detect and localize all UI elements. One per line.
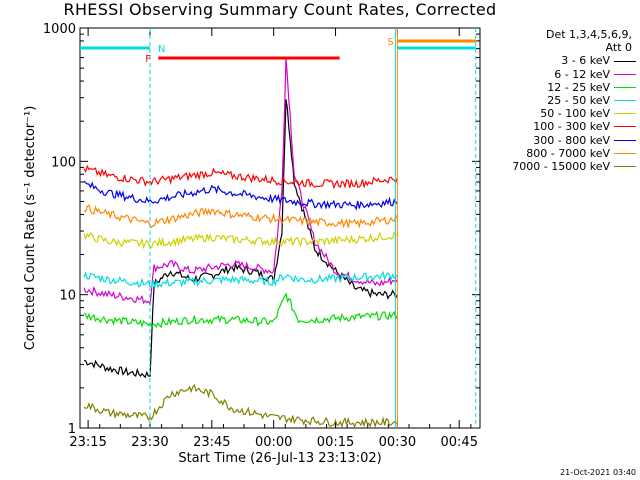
- x-tick-label-3: 00:00: [255, 435, 292, 450]
- legend-swatch-0: [614, 60, 636, 62]
- y-tick-label-2: 100: [51, 155, 76, 170]
- y-axis-label: Corrected Count Rate (s⁻¹ detector⁻¹): [23, 106, 38, 351]
- annotation-n: N: [158, 44, 165, 55]
- legend-swatch-4: [614, 113, 636, 115]
- legend-attenuator: Att 0: [605, 41, 632, 55]
- generated-timestamp: 21-Oct-2021 03:40: [560, 468, 636, 477]
- x-tick-label-5: 00:30: [379, 435, 416, 450]
- legend-label-8: 7000 - 15000 keV: [512, 159, 610, 173]
- series-line-6: [83, 180, 398, 211]
- legend-swatch-6: [614, 139, 636, 141]
- legend-label-2: 12 - 25 keV: [547, 80, 610, 94]
- plot-frame: [79, 27, 481, 429]
- legend-label-6: 300 - 800 keV: [533, 133, 610, 147]
- legend-entry-4: 50 - 100 keV: [480, 107, 636, 120]
- legend-detectors: Det 1,3,4,5,6,9,: [545, 28, 632, 41]
- series-line-2: [83, 292, 398, 329]
- legend-swatch-3: [614, 100, 636, 102]
- annotation-f: F: [145, 54, 151, 65]
- legend-label-3: 25 - 50 keV: [547, 93, 610, 107]
- y-tick-label-0: 1: [68, 422, 76, 437]
- x-tick-label-0: 23:15: [69, 435, 106, 450]
- chart-title: RHESSI Observing Summary Count Rates, Co…: [63, 0, 497, 19]
- series-line-8: [83, 383, 398, 429]
- series-line-4: [83, 231, 398, 250]
- legend-label-0: 3 - 6 keV: [561, 54, 610, 68]
- legend-swatch-2: [614, 86, 636, 88]
- legend-swatch-7: [614, 152, 636, 154]
- legend-label-4: 50 - 100 keV: [540, 107, 610, 121]
- x-tick-label-1: 23:30: [131, 435, 168, 450]
- y-tick-label-1: 10: [59, 289, 76, 304]
- legend: Det 1,3,4,5,6,9, Att 0 3 - 6 keV 6 - 12 k…: [480, 28, 636, 173]
- legend-entry-7: 800 - 7000 keV: [480, 147, 636, 160]
- series-line-3: [83, 270, 398, 289]
- series-line-0: [84, 99, 398, 379]
- legend-entry-1: 6 - 12 keV: [480, 68, 636, 81]
- legend-entry-5: 100 - 300 keV: [480, 120, 636, 133]
- x-tick-label-4: 00:15: [317, 435, 354, 450]
- x-axis-label: Start Time (26-Jul-13 23:13:02): [178, 451, 381, 466]
- legend-entry-6: 300 - 800 keV: [480, 134, 636, 147]
- series-line-7: [83, 204, 398, 229]
- legend-entry-0: 3 - 6 keV: [480, 54, 636, 67]
- y-tick-label-3: 1000: [43, 22, 76, 37]
- legend-entry-8: 7000 - 15000 keV: [480, 160, 636, 173]
- legend-entry-2: 12 - 25 keV: [480, 81, 636, 94]
- x-tick-label-2: 23:45: [193, 435, 230, 450]
- legend-swatch-5: [614, 126, 636, 128]
- legend-label-5: 100 - 300 keV: [533, 120, 610, 134]
- legend-swatch-8: [614, 166, 636, 167]
- legend-label-7: 800 - 7000 keV: [526, 146, 610, 160]
- legend-entry-3: 25 - 50 keV: [480, 94, 636, 107]
- legend-label-1: 6 - 12 keV: [554, 67, 610, 81]
- annotation-s: S: [387, 37, 393, 48]
- x-tick-label-6: 00:45: [441, 435, 478, 450]
- series-line-1: [83, 57, 398, 307]
- legend-entries: 3 - 6 keV 6 - 12 keV 12 - 25 keV 25 - 50 ke…: [480, 54, 636, 173]
- legend-swatch-1: [614, 73, 636, 75]
- series-line-5: [83, 164, 398, 190]
